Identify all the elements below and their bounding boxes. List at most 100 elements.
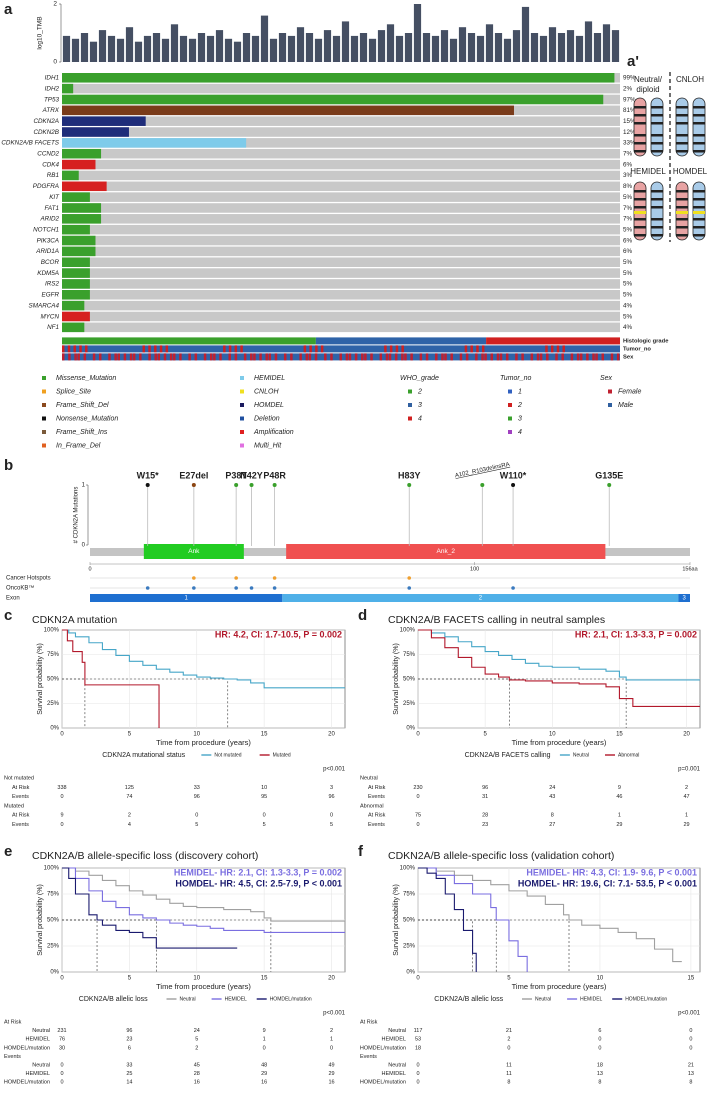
grade-band [315,337,487,345]
legend-swatch [42,403,46,407]
percent-label: 6% [623,248,633,255]
bar [314,38,323,62]
bar [242,33,251,62]
sex-mark [265,353,268,361]
sex-mark [595,353,598,361]
mutation-label: E27del [179,470,208,480]
gene-label: KIT [49,194,60,201]
percent-label: 5% [623,281,633,288]
y-tick-label: 75% [47,892,60,898]
percent-label: 7% [623,151,633,158]
percent-label: 5% [623,270,633,277]
risk-cell: 0 [60,1062,63,1068]
band [676,150,688,153]
tumor-mark [303,345,307,353]
legend-label: Frame_Shift_Ins [56,429,108,436]
percent-label: 7% [623,205,633,212]
chart-title: CDKN2A mutation [32,614,117,626]
risk-cell: 29 [328,1071,334,1077]
legend-label: 3 [518,415,522,422]
risk-row-label: At Risk [12,785,30,791]
bar [197,33,206,62]
band [676,106,688,109]
row-background [62,279,620,289]
sex-mark [209,353,213,361]
bar [62,35,71,62]
legend-label: HOMDEL [254,402,284,409]
row-background [62,300,620,311]
bar [332,35,341,62]
risk-cell: 8 [551,813,554,819]
risk-cell: 3 [330,785,333,791]
bar [440,30,449,62]
sex-mark [450,353,453,361]
sex-mark [154,353,157,361]
legend-label: 1 [518,388,522,395]
gene-label: SMARCA4 [29,302,60,309]
percent-label: 4% [623,302,633,309]
risk-cell: 2 [685,785,688,791]
y-tick-label: 0% [406,726,415,732]
percent-label: 81% [623,107,636,114]
y-tick-label: 0% [50,726,59,732]
bar [539,35,548,62]
survival-curve [418,629,700,681]
sex-mark [444,353,447,361]
legend-label: HEMIDEL [580,996,602,1002]
sex-mark [496,353,500,361]
row-background [62,311,620,322]
risk-cell: 21 [506,1028,512,1034]
lollipop-head [249,483,254,487]
band [676,190,688,193]
risk-cell: 96 [328,794,334,800]
band [634,218,646,221]
track-dot [192,586,196,590]
bar [422,33,431,62]
track-dot [234,586,238,590]
chromosome [650,181,664,241]
band [693,190,705,193]
risk-cell: 9 [263,1028,266,1034]
risk-cell: 75 [415,813,421,819]
legend-label: Frame_Shift_Del [56,402,109,409]
tumor-mark [165,345,169,353]
tumor-mark [73,345,77,353]
sex-mark [394,353,398,361]
tumor-mark [562,345,565,353]
risk-cell: 45 [194,1062,200,1068]
alteration-bar [62,279,90,289]
panel-letter: d [358,607,367,624]
risk-cell: 11 [506,1071,512,1077]
legend-swatch [408,416,412,421]
sex-mark [586,353,589,361]
legend-label: HEMIDEL [254,375,285,382]
bar [134,41,143,62]
sex-mark [117,353,120,361]
risk-cell: 0 [263,813,266,819]
percent-label: 5% [623,292,633,299]
risk-row-label: Events [368,822,385,828]
hr-annotation: HR: 2.1, CI: 1.3-3.3, P = 0.002 [575,629,697,639]
tumor-mark [159,345,163,353]
band [676,206,688,209]
legend-swatch [42,430,46,434]
state-label: HOMDEL [673,167,708,176]
y-axis-label: Survival probability (%) [393,884,400,956]
risk-row-label: HOMDEL/mutation [360,1080,406,1086]
row-background [62,203,620,213]
median-line [62,919,157,972]
sex-mark [484,353,487,361]
band [634,234,646,237]
risk-cell: 2 [128,813,131,819]
risk-cell: 29 [684,822,690,828]
band [676,114,688,117]
bar [593,33,602,62]
legend-swatch [42,376,46,380]
alteration-bar [62,203,102,213]
state-label: CNLOH [676,75,704,84]
percent-label: 3% [623,172,633,179]
risk-row-label: HOMDEL/mutation [4,1045,50,1051]
y-tick-label: 50% [403,677,416,683]
median-line [62,919,98,972]
